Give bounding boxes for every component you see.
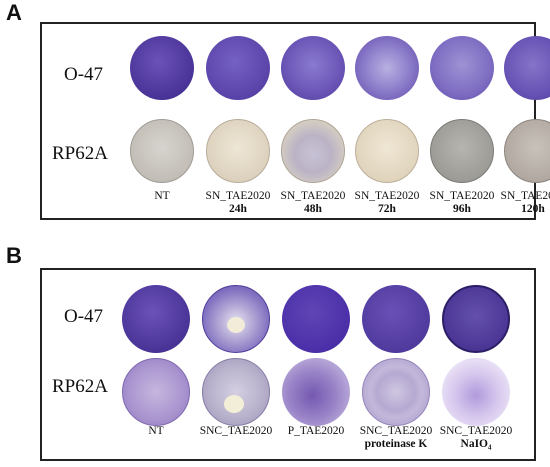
- col-label-line1: NT: [154, 190, 170, 202]
- well-a-o47-24h: [206, 36, 270, 100]
- panel-a-col-label-120h: SN_TAE2020 120h: [488, 190, 550, 216]
- panel-b-col-label-nt: NT: [108, 425, 204, 438]
- panel-b-letter: B: [6, 243, 22, 268]
- well-a-rp62a-120h: [504, 119, 550, 183]
- well-a-rp62a-72h: [355, 119, 419, 183]
- col-label-line2: 96h: [453, 203, 471, 215]
- col-label-line2: 48h: [304, 203, 322, 215]
- panel-a-col-label-72h: SN_TAE2020 72h: [339, 190, 435, 216]
- panel-b-row-label-rp62a: RP62A: [52, 376, 108, 397]
- well-b-o47-p: [282, 285, 350, 353]
- well-b-rp62a-p: [282, 358, 350, 426]
- col-label-line2: 72h: [378, 203, 396, 215]
- col-label-line2: 24h: [229, 203, 247, 215]
- col-label-line1: SN_TAE2020: [205, 190, 271, 202]
- well-a-rp62a-24h: [206, 119, 270, 183]
- col-label-line1: SN_TAE2020: [429, 190, 495, 202]
- well-a-o47-72h: [355, 36, 419, 100]
- well-b-rp62a-naio4: [442, 358, 510, 426]
- well-a-rp62a-96h: [430, 119, 494, 183]
- panel-b-col-label-naio4: SNC_TAE2020 NaIO₄: [428, 425, 524, 451]
- panel-b-col-label-p: P_TAE2020: [268, 425, 364, 438]
- panel-b: O-47 RP62A NT SNC_TAE2020 P_TAE2020 SNC_…: [40, 268, 536, 461]
- well-b-rp62a-snc: [202, 358, 270, 426]
- well-b-o47-nt: [122, 285, 190, 353]
- panel-a-letter: A: [6, 0, 22, 25]
- panel-b-col-label-snc: SNC_TAE2020: [188, 425, 284, 438]
- well-a-o47-48h: [281, 36, 345, 100]
- well-a-o47-96h: [430, 36, 494, 100]
- well-b-o47-naio4: [442, 285, 510, 353]
- col-label-line1: P_TAE2020: [287, 425, 345, 437]
- col-label-line1: NT: [148, 425, 164, 437]
- col-label-line1: SN_TAE2020: [280, 190, 346, 202]
- well-a-rp62a-48h: [281, 119, 345, 183]
- panel-b-row-label-o47: O-47: [64, 306, 104, 327]
- panel-a: O-47 RP62A NT SN_TAE2020 24h SN_TAE2020 …: [40, 22, 550, 220]
- well-a-o47-nt: [130, 36, 194, 100]
- col-label-line1: SNC_TAE2020: [359, 425, 433, 437]
- col-label-line1: SN_TAE2020: [500, 190, 550, 202]
- panel-a-col-label-48h: SN_TAE2020 48h: [265, 190, 361, 216]
- panel-b-col-label-protk: SNC_TAE2020 proteinase K: [348, 425, 444, 451]
- well-b-rp62a-snc-pellet: [224, 395, 244, 413]
- panel-a-col-label-nt: NT: [114, 190, 210, 203]
- well-b-rp62a-protk: [362, 358, 430, 426]
- panel-a-col-label-24h: SN_TAE2020 24h: [190, 190, 286, 216]
- col-label-line1: SNC_TAE2020: [199, 425, 273, 437]
- panel-a-col-label-96h: SN_TAE2020 96h: [414, 190, 510, 216]
- col-label-line2: NaIO₄: [460, 438, 492, 450]
- panel-a-row-label-o47: O-47: [64, 64, 104, 85]
- panel-a-row-label-rp62a: RP62A: [52, 143, 108, 164]
- well-a-rp62a-nt: [130, 119, 194, 183]
- col-label-line2: proteinase K: [364, 438, 428, 450]
- well-a-o47-120h: [504, 36, 550, 100]
- well-b-rp62a-nt: [122, 358, 190, 426]
- col-label-line1: SN_TAE2020: [354, 190, 420, 202]
- well-b-o47-snc-pellet: [227, 317, 245, 333]
- col-label-line2: 120h: [521, 203, 545, 215]
- well-b-o47-protk: [362, 285, 430, 353]
- col-label-line1: SNC_TAE2020: [439, 425, 513, 437]
